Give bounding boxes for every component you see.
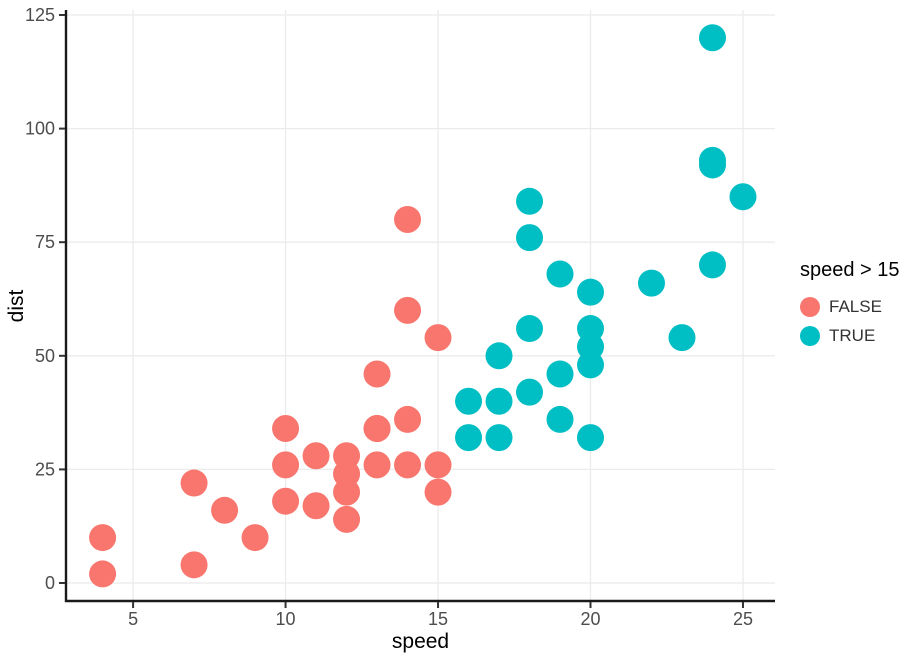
data-point-false — [302, 492, 330, 520]
data-point-true — [698, 24, 726, 52]
data-point-false — [394, 296, 422, 324]
data-point-true — [546, 260, 574, 288]
data-point-false — [394, 451, 422, 479]
data-point-false — [272, 415, 300, 443]
data-point-false — [272, 487, 300, 515]
y-axis-title: dist — [5, 289, 28, 323]
data-point-false — [89, 560, 117, 588]
data-point-false — [363, 415, 391, 443]
legend-label-true: TRUE — [829, 325, 876, 345]
x-tick-label: 20 — [580, 609, 600, 629]
data-point-true — [485, 424, 513, 452]
data-point-true — [637, 269, 665, 297]
data-point-true — [516, 224, 544, 252]
data-point-true — [455, 387, 483, 415]
data-point-false — [89, 524, 117, 552]
data-point-false — [180, 469, 208, 497]
data-point-false — [241, 524, 269, 552]
y-tick-label: 0 — [45, 573, 55, 593]
y-tick-label: 100 — [25, 119, 55, 139]
x-tick-label: 10 — [276, 609, 296, 629]
legend-entry-true: TRUE — [800, 321, 900, 350]
data-point-false — [363, 451, 391, 479]
legend-label-false: FALSE — [829, 296, 882, 316]
data-point-true — [516, 315, 544, 343]
data-point-true — [577, 278, 605, 306]
data-point-false — [424, 478, 452, 506]
data-point-true — [516, 187, 544, 215]
data-point-false — [333, 505, 361, 533]
data-point-false — [211, 496, 239, 524]
data-point-false — [333, 442, 361, 470]
legend-title: speed > 15 — [800, 259, 900, 281]
data-point-true — [577, 315, 605, 343]
data-point-false — [272, 451, 300, 479]
data-point-false — [180, 551, 208, 579]
data-point-true — [729, 183, 757, 211]
data-point-true — [577, 424, 605, 452]
x-tick-label: 25 — [733, 609, 753, 629]
data-point-true — [546, 405, 574, 433]
data-point-false — [302, 442, 330, 470]
x-axis-title: speed — [391, 630, 450, 653]
data-point-true — [485, 387, 513, 415]
data-point-true — [668, 324, 696, 352]
data-point-false — [363, 360, 391, 388]
data-point-true — [516, 378, 544, 406]
data-point-false — [424, 324, 452, 352]
x-tick-label: 5 — [128, 609, 138, 629]
y-tick-label: 125 — [25, 5, 55, 25]
x-tick-label: 15 — [428, 609, 448, 629]
y-tick-label: 25 — [35, 459, 55, 479]
legend-swatch-true-icon — [800, 325, 820, 346]
y-tick-label: 75 — [35, 232, 55, 252]
legend-entry-false: FALSE — [800, 292, 900, 321]
data-point-false — [394, 405, 422, 433]
legend-swatch-false-icon — [800, 296, 820, 317]
data-point-false — [424, 451, 452, 479]
data-point-true — [546, 360, 574, 388]
y-tick-label: 50 — [35, 346, 55, 366]
data-point-true — [485, 342, 513, 370]
data-point-true — [698, 146, 726, 174]
legend: speed > 15 FALSE TRUE — [800, 259, 900, 350]
data-point-true — [455, 424, 483, 452]
data-point-false — [394, 205, 422, 233]
data-point-true — [698, 251, 726, 279]
